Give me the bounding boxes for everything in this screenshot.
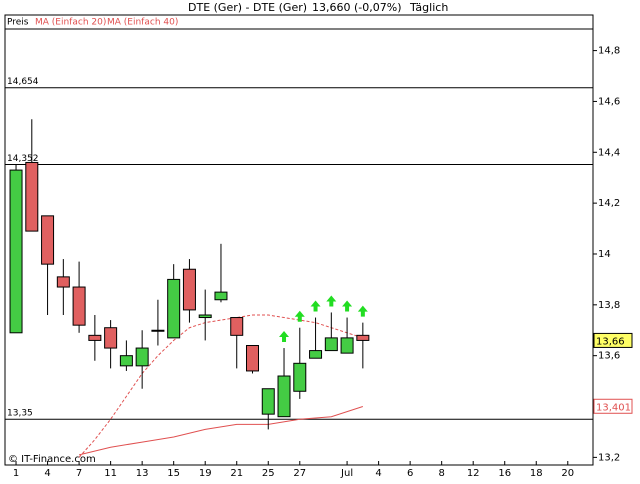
legend-label: MA (Einfach 40) <box>107 18 178 28</box>
y-tick-label: 14,6 <box>598 96 620 107</box>
x-tick-label: 1 <box>13 468 19 479</box>
y-tick-label: 14 <box>598 249 611 260</box>
candle-body <box>182 268 196 311</box>
x-tick-label: 13 <box>136 468 149 479</box>
price-box-label: 13,401 <box>596 402 631 413</box>
price-box <box>593 398 633 414</box>
price-box <box>593 332 633 348</box>
candle-body <box>135 347 149 367</box>
candle-body <box>151 329 165 332</box>
x-tick-label: 20 <box>561 468 574 479</box>
candle-body <box>119 355 133 367</box>
candle-body <box>56 276 70 288</box>
candle-body <box>356 334 370 341</box>
candle-body <box>309 350 323 359</box>
level-label: 13,35 <box>7 409 33 419</box>
candle-body <box>293 362 307 392</box>
x-tick-label: 16 <box>498 468 511 479</box>
x-tick-label: 21 <box>230 468 243 479</box>
x-tick-label: 12 <box>467 468 480 479</box>
interval: Täglich <box>409 1 448 14</box>
x-tick-label: Jul <box>340 468 353 479</box>
chart-title: DTE (Ger) - DTE (Ger) <box>188 1 307 14</box>
x-tick-label: 4 <box>375 468 381 479</box>
candle-body <box>72 286 86 326</box>
level-label: 14,352 <box>7 154 39 164</box>
candle-body <box>340 337 354 354</box>
candle-body <box>25 161 39 232</box>
price-box-label: 13,66 <box>596 336 625 347</box>
footer: © IT-Finance.com <box>8 454 96 465</box>
candle-body <box>88 334 102 341</box>
signal-arrow <box>357 305 368 317</box>
level-label: 14,654 <box>7 77 39 87</box>
x-tick-label: 7 <box>76 468 82 479</box>
plot-frame <box>4 14 594 466</box>
candle-body <box>214 291 228 301</box>
x-tick-label: 15 <box>167 468 180 479</box>
y-tick-label: 13,8 <box>598 300 620 311</box>
candle-body <box>245 345 259 372</box>
signal-arrow <box>326 295 337 307</box>
candle-body <box>167 278 181 339</box>
x-tick-label: 8 <box>438 468 444 479</box>
legend-label: MA (Einfach 20) <box>35 18 106 28</box>
candle-body <box>198 314 212 319</box>
x-tick-label: 27 <box>293 468 306 479</box>
y-tick-label: 14,4 <box>598 147 620 158</box>
x-tick-label: 6 <box>407 468 413 479</box>
candle-body <box>261 388 275 415</box>
candle-body <box>324 337 338 352</box>
signal-arrow <box>294 310 305 322</box>
signal-arrow <box>310 300 321 312</box>
x-tick-label: 18 <box>530 468 543 479</box>
y-tick-label: 14,2 <box>598 198 620 209</box>
candle-body <box>104 327 118 349</box>
candle-body <box>230 317 244 336</box>
candle-body <box>9 169 23 334</box>
x-tick-label: 19 <box>199 468 212 479</box>
y-tick-label: 14,8 <box>598 46 620 57</box>
y-tick-label: 13,2 <box>598 452 620 463</box>
y-tick-label: 13,6 <box>598 351 620 362</box>
signal-arrow <box>279 331 290 343</box>
x-tick-label: 25 <box>262 468 275 479</box>
ma-line <box>78 314 363 458</box>
signal-arrow <box>342 300 353 312</box>
x-tick-label: 11 <box>104 468 117 479</box>
ma-line <box>78 406 363 456</box>
candle-body <box>277 375 291 418</box>
x-tick-label: 4 <box>44 468 50 479</box>
quote: 13,660 (-0,07%) <box>312 1 401 14</box>
legend-label: Preis <box>7 18 29 28</box>
candle-body <box>41 215 55 265</box>
